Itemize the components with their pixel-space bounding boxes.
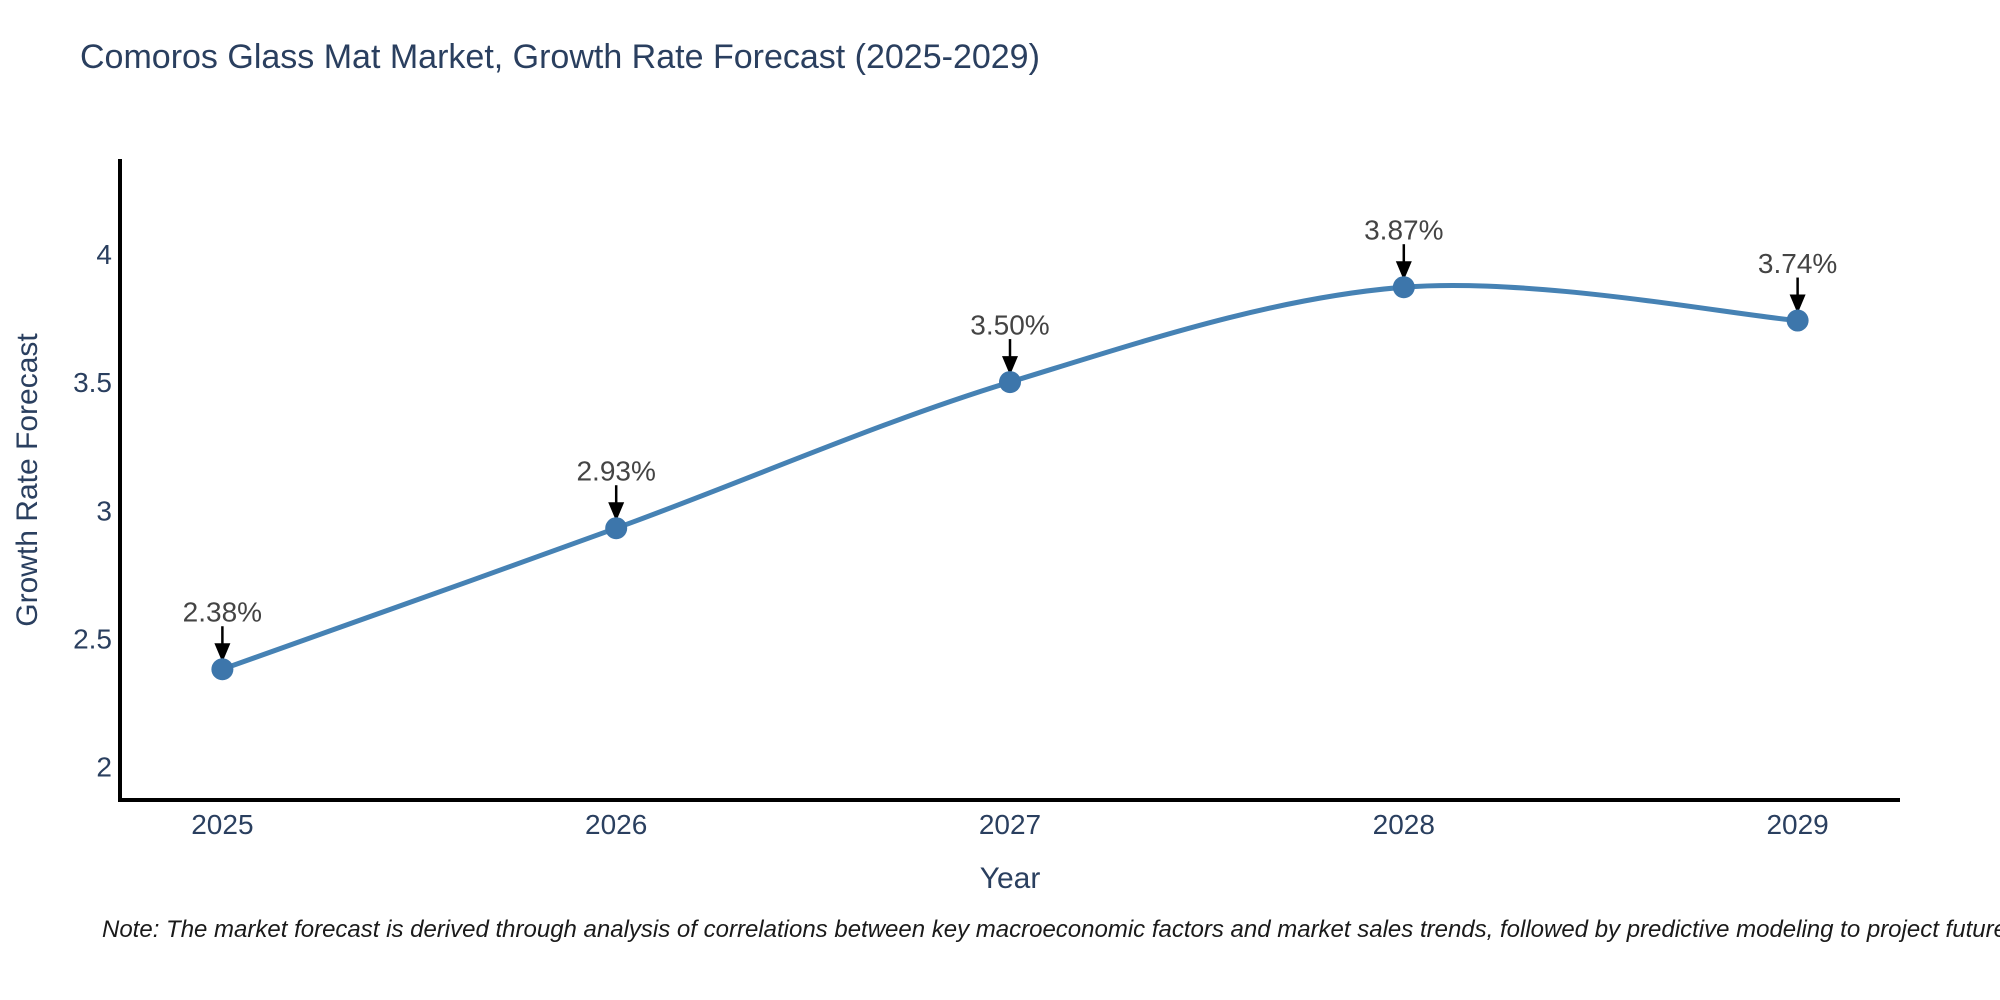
data-point-label: 2.93%	[576, 456, 655, 487]
annotation-arrow-head	[608, 502, 625, 522]
x-tick-label: 2029	[1766, 809, 1828, 840]
data-point-marker[interactable]	[211, 658, 234, 681]
y-tick-label: 2	[96, 752, 112, 783]
y-tick-label: 3	[96, 495, 112, 526]
x-tick-label: 2027	[979, 809, 1041, 840]
data-point-label: 3.87%	[1364, 215, 1443, 246]
y-tick-label: 3.5	[73, 367, 112, 398]
x-axis-title: Year	[979, 862, 1041, 895]
axes-lines	[118, 159, 1900, 802]
y-tick-label: 2.5	[73, 623, 112, 654]
data-point-label: 3.74%	[1758, 248, 1837, 279]
y-tick-label: 4	[96, 239, 112, 270]
annotation-arrow-head	[1002, 356, 1018, 376]
data-point-label: 2.38%	[183, 597, 262, 628]
data-point-marker[interactable]	[999, 371, 1021, 394]
annotation-arrow-head	[214, 643, 231, 663]
data-point-marker[interactable]	[1786, 309, 1809, 332]
x-tick-label: 2028	[1373, 809, 1435, 840]
annotation-arrow-head	[1789, 294, 1806, 314]
data-point-marker[interactable]	[1392, 276, 1415, 299]
x-tick-label: 2026	[585, 809, 647, 840]
x-tick-label: 2025	[191, 809, 253, 840]
data-point-label: 3.50%	[970, 310, 1049, 341]
annotation-arrow-head	[1395, 261, 1412, 281]
chart-title: Comoros Glass Mat Market, Growth Rate Fo…	[80, 38, 1040, 76]
footnote: Note: The market forecast is derived thr…	[102, 916, 2000, 943]
data-point-marker[interactable]	[605, 517, 628, 540]
